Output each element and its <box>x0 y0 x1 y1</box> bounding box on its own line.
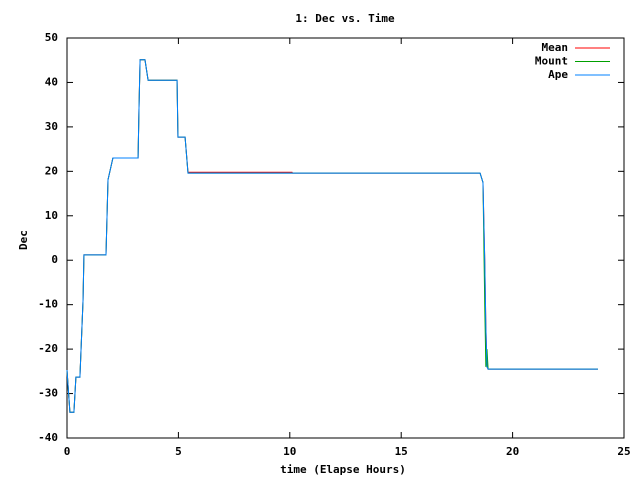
y-tick-label: 40 <box>45 75 58 88</box>
x-axis-label: time (Elapse Hours) <box>280 463 406 476</box>
x-tick-label: 15 <box>395 445 408 458</box>
x-tick-label: 25 <box>617 445 630 458</box>
x-tick-label: 10 <box>283 445 296 458</box>
series-line <box>66 59 598 413</box>
x-tick-label: 20 <box>506 445 519 458</box>
y-tick-label: 10 <box>45 209 58 222</box>
y-axis-label: Dec <box>17 230 30 250</box>
x-tick-label: 5 <box>175 445 182 458</box>
y-tick-label: 20 <box>45 164 58 177</box>
x-tick-label: 0 <box>64 445 71 458</box>
plot-border <box>66 37 625 439</box>
y-tick-label: -20 <box>38 342 58 355</box>
y-tick-label: -10 <box>38 298 58 311</box>
chart-title: 1: Dec vs. Time <box>295 12 395 25</box>
legend-label: Ape <box>548 68 568 81</box>
y-tick-label: 30 <box>45 120 58 133</box>
y-tick-label: 0 <box>51 253 58 266</box>
y-tick-label: -40 <box>38 431 58 444</box>
legend-label: Mount <box>535 55 568 68</box>
y-tick-label: 50 <box>45 31 58 44</box>
legend-label: Mean <box>542 41 569 54</box>
y-tick-label: -30 <box>38 387 58 400</box>
